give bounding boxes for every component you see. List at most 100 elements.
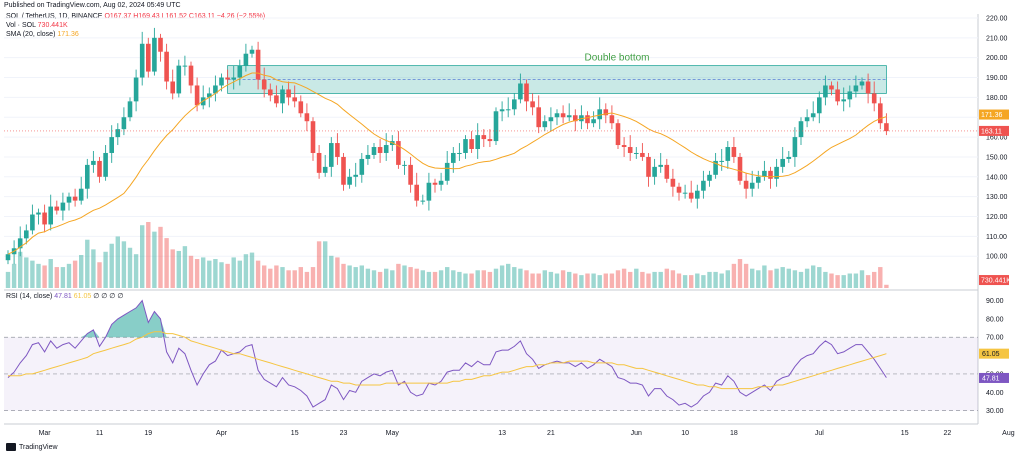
- candle: [518, 73, 523, 104]
- candle: [560, 105, 566, 124]
- sma-line: [7, 72, 887, 255]
- candle: [371, 143, 377, 159]
- volume-bar: [48, 259, 53, 288]
- candle: [30, 204, 35, 235]
- rsi-tick-label: 40.00: [986, 390, 1004, 397]
- candle-body: [463, 139, 468, 153]
- candle: [762, 160, 767, 181]
- candle-body: [280, 89, 285, 104]
- candle: [652, 158, 657, 185]
- volume-bar: [823, 271, 828, 288]
- candle-body: [261, 79, 267, 90]
- time-tick-label: 10: [681, 430, 689, 437]
- time-tick-label: 22: [944, 430, 952, 437]
- candle-body: [658, 164, 663, 167]
- volume-bar: [109, 243, 114, 288]
- time-tick-label: Mar: [39, 430, 52, 437]
- price-tick-label: 140.00: [986, 174, 1008, 181]
- candle: [225, 69, 230, 84]
- volume-bar: [536, 273, 541, 288]
- volume-bar: [219, 262, 224, 288]
- sma-price-tag-box: [979, 109, 1009, 120]
- candle: [213, 75, 218, 102]
- candle-body: [451, 152, 456, 163]
- time-tick-label: 23: [340, 430, 348, 437]
- candle: [505, 97, 511, 118]
- candle-body: [231, 77, 236, 80]
- candle-body: [365, 154, 371, 159]
- volume-bar: [798, 271, 804, 288]
- time-tick-label: Aug: [1002, 430, 1015, 437]
- candle-body: [597, 109, 602, 120]
- rsi-sma-line: [8, 331, 887, 390]
- volume-bar: [585, 273, 590, 288]
- candle: [188, 61, 194, 94]
- volume-bar: [298, 267, 303, 288]
- rsi-overbought-fill: [81, 300, 167, 338]
- candle-body: [78, 188, 84, 201]
- candle-body: [103, 152, 108, 177]
- candle: [237, 59, 243, 86]
- symbol-title[interactable]: SOL / TetherUS, 1D, BINANCE: [6, 13, 103, 20]
- candle-body: [768, 170, 773, 179]
- symbol-header: SOL / TetherUS, 1D, BINANCE O167.37 H169…: [6, 12, 265, 21]
- candle-body: [566, 115, 572, 118]
- candle: [810, 101, 816, 122]
- candle-body: [780, 158, 785, 167]
- volume-bar: [42, 265, 47, 288]
- volume-bar: [865, 275, 871, 288]
- candle-body: [127, 101, 133, 118]
- candle-body: [774, 166, 779, 179]
- candle: [115, 123, 121, 146]
- candle-body: [841, 99, 846, 102]
- tradingview-logo[interactable]: TradingView: [6, 443, 58, 451]
- candle-body: [621, 145, 627, 148]
- candle: [139, 31, 145, 86]
- candle: [774, 158, 779, 187]
- candle-body: [432, 182, 438, 185]
- candle: [682, 184, 688, 199]
- candle-body: [255, 49, 261, 80]
- candle: [713, 152, 718, 179]
- candle-body: [121, 117, 127, 130]
- volume-bar: [91, 249, 96, 288]
- volume-bar: [487, 271, 493, 288]
- candle: [701, 170, 706, 199]
- candle: [329, 137, 334, 177]
- candle-body: [475, 135, 480, 150]
- candle: [103, 145, 108, 181]
- candle: [554, 109, 560, 126]
- candle-body: [152, 37, 157, 72]
- volume-bar: [36, 263, 41, 288]
- candle-body: [109, 137, 114, 153]
- candle-body: [60, 202, 66, 211]
- rsi-legend[interactable]: RSI (14, close) 47.81 61.05 ∅ ∅ ∅ ∅: [6, 292, 123, 301]
- candle-body: [804, 117, 810, 122]
- volume-bar: [79, 255, 84, 288]
- candle: [310, 117, 316, 161]
- candle-body: [756, 176, 761, 183]
- volume-bar: [493, 268, 499, 288]
- candle-body: [115, 129, 121, 138]
- volume-bar: [707, 271, 712, 288]
- candle: [261, 67, 267, 98]
- candle: [36, 208, 41, 225]
- rsi-tick-label: 30.00: [986, 408, 1004, 415]
- candle: [408, 156, 413, 193]
- candle-body: [725, 147, 731, 161]
- sma-legend[interactable]: SMA (20, close) 171.36: [6, 30, 79, 39]
- volume-bar: [377, 271, 383, 288]
- candle: [743, 172, 749, 199]
- rsi-value-tag-text: 47.81: [982, 375, 1000, 382]
- volume-legend[interactable]: Vol · SOL 730.441K: [6, 21, 68, 30]
- candle: [54, 200, 60, 215]
- candle: [274, 85, 279, 108]
- volume-bar: [231, 257, 236, 288]
- volume-bar: [524, 270, 529, 288]
- candle: [5, 250, 11, 265]
- time-tick-label: 19: [144, 430, 152, 437]
- candle: [487, 129, 493, 148]
- candle-body: [652, 166, 657, 177]
- volume-bar: [280, 267, 285, 288]
